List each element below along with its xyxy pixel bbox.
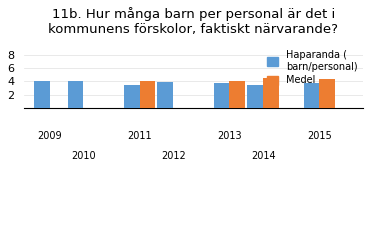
Text: 2010: 2010: [71, 151, 95, 161]
Text: 2015: 2015: [307, 131, 332, 141]
Bar: [124, 84, 139, 108]
Text: 2014: 2014: [251, 151, 275, 161]
Text: 2013: 2013: [217, 131, 242, 141]
Bar: [319, 79, 335, 108]
Bar: [229, 81, 245, 108]
Legend: Haparanda (
barn/personal), Medel: Haparanda ( barn/personal), Medel: [263, 46, 361, 89]
Bar: [303, 83, 319, 108]
Title: 11b. Hur många barn per personal är det i
kommunens förskolor, faktiskt närvaran: 11b. Hur många barn per personal är det …: [48, 7, 339, 36]
Bar: [158, 82, 173, 108]
Text: 2011: 2011: [127, 131, 152, 141]
Text: 2009: 2009: [37, 131, 62, 141]
Bar: [213, 83, 229, 108]
Bar: [263, 78, 279, 108]
Bar: [68, 81, 83, 108]
Bar: [139, 81, 155, 108]
Bar: [34, 81, 50, 108]
Bar: [248, 84, 263, 108]
Text: 2012: 2012: [161, 151, 186, 161]
